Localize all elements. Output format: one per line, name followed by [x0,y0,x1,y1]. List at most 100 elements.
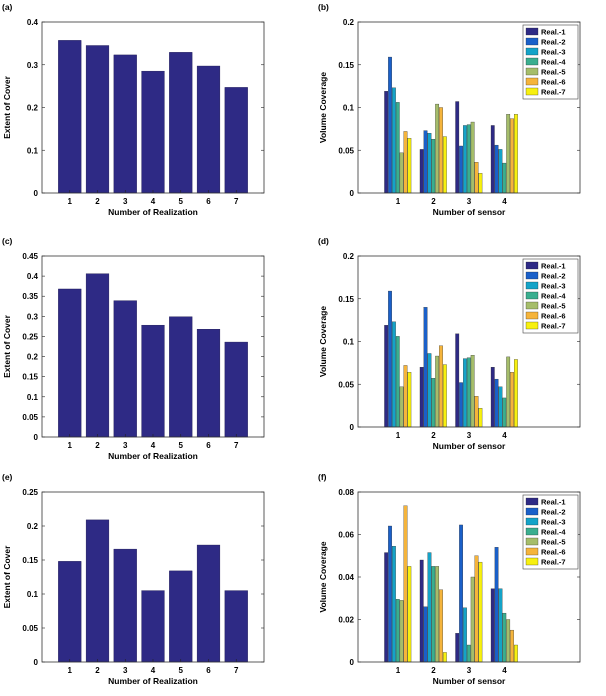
y-tick-label: 0.15 [338,295,354,304]
bar [455,333,460,428]
legend: Real.-1Real.-2Real.-3Real.-4Real.-5Real.… [522,258,579,334]
legend-swatch [525,87,539,96]
y-axis-label: Volume Coverage [318,306,328,377]
bar [490,366,495,428]
legend-swatch [525,57,539,66]
y-tick-label: 0 [34,658,39,667]
x-axis-label: Number of sensor [433,676,506,686]
legend: Real.-1Real.-2Real.-3Real.-4Real.-5Real.… [522,24,579,100]
legend-label: Real.-5 [541,68,566,77]
bar [58,561,82,663]
chart-panel: (a) 0 0.1 0.2 0.3 0.4 1 2 3 4 5 6 7 Number of Realiza… [2,2,265,217]
bar [224,87,248,194]
legend-swatch [525,537,539,546]
x-tick-label: 1 [68,666,73,675]
legend-label: Real.-2 [541,272,566,281]
legend-swatch [525,527,539,536]
bar [470,576,475,663]
bar [494,378,499,428]
legend-swatch [525,557,539,566]
bar [427,353,432,428]
bar [392,87,396,194]
bar [459,382,463,428]
y-tick-label: 0 [350,423,355,432]
panel-label: (d) [318,236,329,246]
x-tick-label: 5 [179,441,184,450]
legend-box [522,494,579,570]
y-tick-label: 0.2 [27,522,39,531]
bar [514,114,518,194]
y-tick-label: 0.05 [338,380,354,389]
bar [514,359,518,428]
y-tick-label: 0.15 [22,373,38,382]
bar [498,149,503,194]
bar [506,619,511,663]
y-tick-label: 0.06 [338,531,354,540]
bar [388,525,392,663]
y-tick-label: 0.15 [338,61,354,70]
bar [466,124,471,194]
bar [431,138,436,194]
bar [85,519,110,663]
legend-swatch [525,271,539,280]
y-tick-label: 0.1 [27,590,39,599]
bar [395,336,400,428]
legend-swatch [525,311,539,320]
panel-label: (e) [2,472,13,482]
bar [388,56,392,194]
bar [399,152,404,194]
y-tick-label: 0.02 [338,616,354,625]
bar [407,372,412,428]
bar [423,130,428,194]
bar [463,358,467,428]
y-tick-label: 0 [350,189,355,198]
axes-frame [357,255,581,428]
axes-frame [41,21,265,194]
x-tick-label: 1 [68,197,73,206]
x-tick-label: 7 [234,666,239,675]
bar [506,114,511,194]
bar [388,290,392,428]
bar [169,316,193,438]
bar [435,566,440,663]
legend-swatch [525,281,539,290]
y-axis-label: Extent of Cover [2,545,12,609]
y-tick-label: 0.25 [22,332,38,341]
bar [423,606,428,663]
bar [502,612,507,663]
x-tick-label: 2 [431,666,436,675]
legend-label: Real.-3 [541,48,566,57]
bar [455,101,460,194]
bar [435,355,440,428]
bar [384,325,389,428]
legend-label: Real.-6 [541,548,566,557]
panel-label: (a) [2,2,13,12]
x-tick-label: 3 [467,666,472,675]
bar [514,644,518,663]
axes-frame [41,255,265,438]
legend-label: Real.-2 [541,38,566,47]
legend-label: Real.-1 [541,262,566,271]
y-tick-label: 0.05 [22,624,38,633]
bar [466,357,471,428]
bar [395,599,400,663]
x-tick-label: 3 [123,666,128,675]
bar [459,524,463,663]
bar [392,321,396,428]
bar [407,566,412,663]
x-tick-label: 4 [151,197,156,206]
legend-label: Real.-5 [541,302,566,311]
x-tick-label: 1 [396,666,401,675]
bar [423,307,428,428]
x-tick-label: 1 [396,431,401,440]
chart-panel: (f)00.020.040.060.081 2 3 4Real.-1Real.-2Re… [318,472,581,686]
bar [403,365,408,428]
y-axis-label: Volume Coverage [318,541,328,612]
x-axis-label: Number of sensor [433,441,506,451]
legend-swatch [525,517,539,526]
bar [498,588,503,663]
bar [392,546,396,663]
x-tick-label: 4 [151,441,156,450]
legend-label: Real.-3 [541,518,566,527]
bar [196,544,221,663]
